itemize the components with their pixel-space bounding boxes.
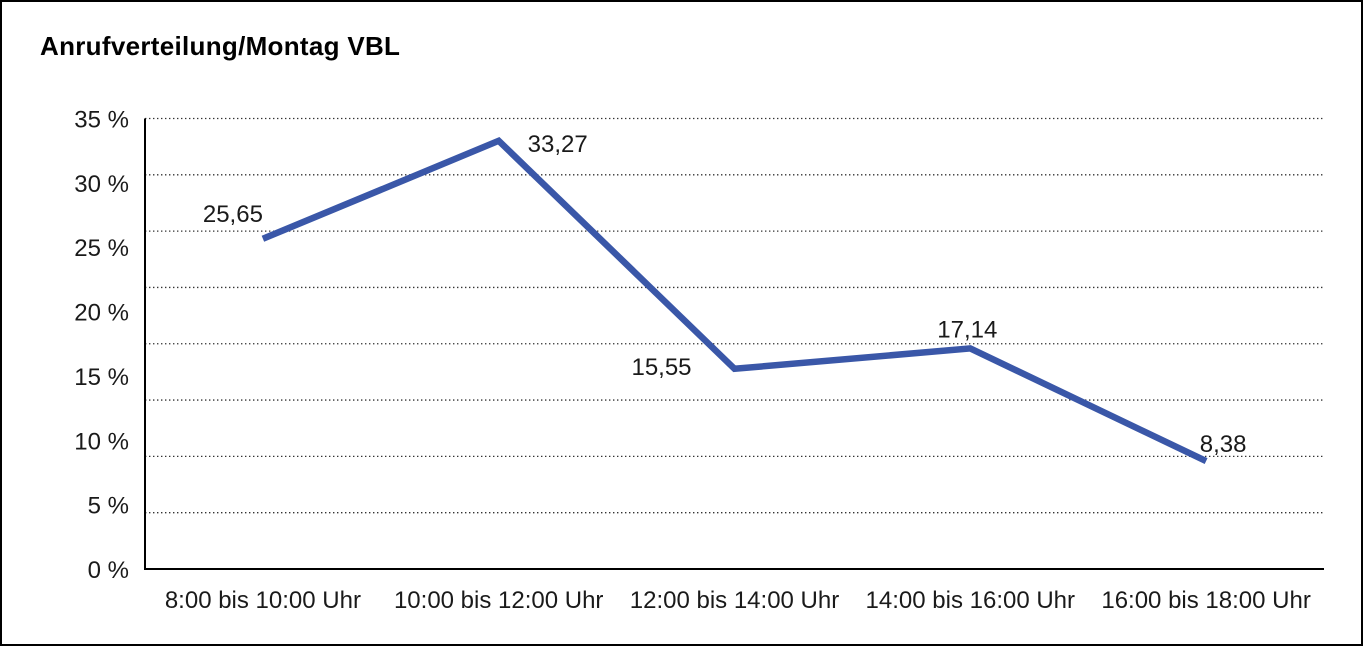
x-tick-label: 10:00 bis 12:00 Uhr: [394, 587, 603, 614]
chart-title: Anrufverteilung/Montag VBL: [40, 31, 401, 61]
y-tick-label: 5 %: [88, 493, 129, 520]
y-tick-label: 35 %: [74, 107, 129, 134]
data-value-label: 33,27: [528, 131, 588, 158]
x-tick-label: 8:00 bis 10:00 Uhr: [165, 587, 361, 614]
y-tick-label: 30 %: [74, 171, 129, 198]
data-value-label: 25,65: [203, 201, 263, 228]
data-value-label: 15,55: [631, 354, 691, 381]
y-tick-label: 15 %: [74, 364, 129, 391]
y-tick-label: 20 %: [74, 300, 129, 327]
data-line: [261, 136, 1208, 465]
y-tick-label: 0 %: [88, 557, 129, 584]
y-tick-label: 25 %: [74, 235, 129, 262]
data-value-label: 17,14: [937, 316, 997, 343]
data-value-label: 8,38: [1200, 431, 1247, 458]
x-tick-label: 14:00 bis 16:00 Uhr: [866, 587, 1075, 614]
y-tick-label: 10 %: [74, 428, 129, 455]
x-tick-label: 16:00 bis 18:00 Uhr: [1101, 587, 1310, 614]
x-tick-label: 12:00 bis 14:00 Uhr: [630, 587, 839, 614]
